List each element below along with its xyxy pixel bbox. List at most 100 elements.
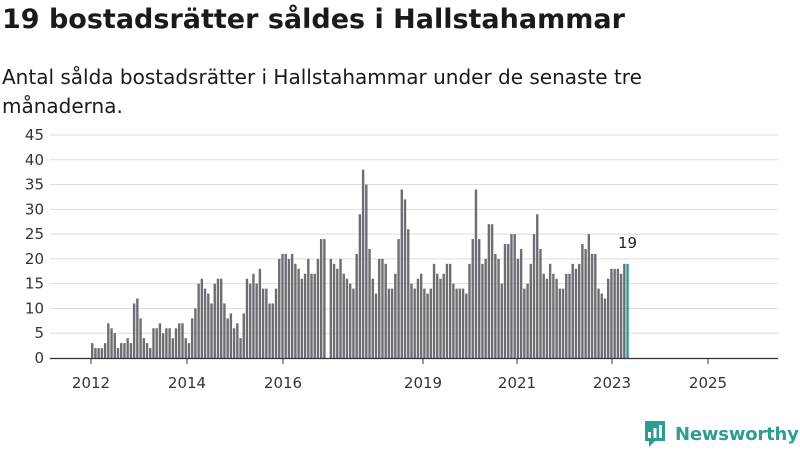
y-tick-label: 10	[25, 299, 44, 317]
bar	[390, 288, 394, 358]
bar	[371, 278, 374, 358]
bar	[145, 343, 149, 358]
bar	[419, 273, 423, 358]
bar	[168, 328, 171, 358]
bar	[345, 278, 349, 358]
chart-title: 19 bostadsrätter såldes i Hallstahammar	[2, 4, 625, 35]
bar	[232, 328, 236, 358]
bar	[258, 268, 262, 358]
bar	[448, 263, 452, 358]
bar	[265, 288, 268, 358]
bar	[610, 268, 613, 358]
bar	[290, 253, 294, 358]
bar	[529, 263, 532, 358]
bar	[490, 224, 494, 358]
bar	[261, 288, 265, 358]
bar	[439, 278, 442, 358]
newsworthy-brand: Newsworthy	[643, 419, 799, 449]
bar	[249, 283, 252, 358]
bar	[184, 338, 187, 358]
bar	[423, 288, 426, 358]
bar	[303, 273, 307, 358]
x-tick-label: 2023	[593, 374, 631, 392]
bar	[190, 318, 194, 358]
x-tick-label: 2021	[498, 374, 536, 392]
bar	[271, 303, 274, 358]
bar	[207, 293, 210, 358]
bar	[252, 273, 255, 358]
x-tick-label: 2016	[264, 374, 302, 392]
bar	[126, 338, 129, 358]
bar	[281, 253, 284, 358]
x-tick-label: 2019	[404, 374, 442, 392]
bar	[194, 308, 197, 358]
bar	[181, 323, 184, 358]
bar-highlight	[626, 263, 629, 358]
bar	[442, 273, 445, 358]
bar	[426, 293, 429, 358]
bar	[97, 348, 100, 358]
bar	[548, 263, 552, 358]
y-tick-label: 15	[25, 275, 44, 293]
brand-name: Newsworthy	[675, 423, 799, 445]
bar	[110, 328, 113, 358]
bar	[229, 313, 233, 358]
bar	[242, 313, 245, 358]
bar	[365, 184, 368, 358]
bar	[239, 338, 242, 358]
bar	[374, 293, 378, 358]
bar	[316, 258, 320, 358]
bar	[468, 263, 471, 358]
bar	[403, 199, 407, 358]
bar	[136, 298, 139, 358]
bar	[465, 293, 468, 358]
bar	[103, 343, 107, 358]
bar	[165, 328, 168, 358]
bar	[432, 263, 436, 358]
bar	[378, 258, 381, 358]
bar	[100, 348, 104, 358]
bar	[216, 278, 220, 358]
bar	[142, 338, 145, 358]
bar	[297, 268, 300, 358]
bar	[174, 328, 178, 358]
y-tick-label: 25	[25, 225, 44, 243]
bar	[410, 283, 413, 358]
bar	[561, 288, 565, 358]
bar	[616, 268, 620, 358]
bar	[245, 278, 249, 358]
bar	[587, 234, 591, 358]
bar	[120, 343, 123, 358]
bar	[603, 298, 607, 358]
bar	[223, 303, 226, 358]
bar	[323, 239, 326, 358]
bar	[539, 248, 542, 358]
bar	[503, 244, 507, 358]
x-tick-label: 2025	[689, 374, 727, 392]
x-tick-label: 2012	[72, 374, 110, 392]
bar	[484, 258, 487, 358]
bar	[590, 253, 594, 358]
bar	[565, 273, 568, 358]
last-value-label: 19	[618, 234, 637, 252]
bar	[507, 244, 510, 358]
bar	[213, 283, 216, 358]
bar	[161, 333, 165, 358]
bar	[494, 253, 497, 358]
bar	[487, 224, 491, 358]
bar	[526, 283, 529, 358]
bar	[455, 288, 458, 358]
bar	[384, 263, 387, 358]
bar	[113, 333, 116, 358]
bar	[600, 293, 603, 358]
y-tick-label: 45	[25, 126, 44, 144]
bar	[381, 258, 384, 358]
chart-subtitle: Antal sålda bostadsrätter i Hallstahamma…	[2, 65, 642, 118]
bar	[94, 348, 97, 358]
bar	[284, 253, 287, 358]
y-tick-label: 0	[34, 349, 44, 367]
bar	[332, 263, 336, 358]
bar	[555, 278, 558, 358]
bar	[568, 273, 571, 358]
bar	[139, 318, 142, 358]
